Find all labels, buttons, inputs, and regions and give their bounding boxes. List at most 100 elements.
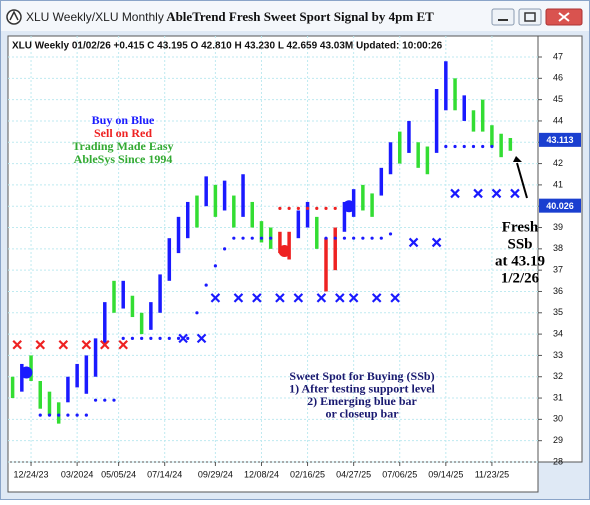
info-line: XLU Weekly 01/02/26 +0.415 C 43.195 O 42… [12, 41, 443, 52]
y-tick-label: 35 [553, 307, 563, 317]
y-tick-label: 37 [553, 265, 563, 275]
minimize-button[interactable] [491, 8, 515, 26]
legend-line: Trading Made Easy [72, 139, 173, 153]
stop-dot [342, 236, 347, 240]
signal-x [275, 293, 285, 303]
signal-x [371, 293, 382, 303]
x-tick-label: 07/14/24 [147, 469, 182, 479]
stop-dot [241, 236, 245, 240]
stop-dot [121, 336, 125, 340]
price-tag-label: 40.026 [546, 201, 574, 211]
callout-line: at 43.19 [495, 253, 545, 269]
signal-x [335, 293, 345, 303]
signal-x [431, 237, 442, 248]
stop-dot [158, 336, 162, 340]
maximize-button[interactable] [518, 8, 542, 26]
stop-dot [167, 336, 171, 340]
stop-dot [269, 236, 273, 240]
stop-dot [140, 336, 144, 340]
x-tick-label: 12/08/24 [244, 469, 279, 479]
y-tick-label: 31 [553, 392, 563, 402]
stop-dot [112, 398, 116, 402]
stop-dot [213, 264, 217, 268]
close-glyph [558, 12, 570, 22]
x-tick-label: 03/2024 [61, 469, 94, 479]
stop-dot [462, 144, 466, 149]
x-tick-label: 02/16/25 [290, 469, 325, 479]
stop-dot [176, 336, 181, 340]
signal-x [210, 293, 221, 303]
x-tick-label: 11/23/25 [475, 469, 509, 479]
y-tick-label: 30 [553, 414, 563, 424]
signal-circle [278, 244, 291, 257]
signal-x [316, 293, 327, 303]
signal-x [233, 293, 244, 303]
signal-x [35, 339, 46, 350]
stop-dot [84, 413, 88, 417]
stop-dot [186, 336, 190, 340]
stop-dot [232, 236, 236, 240]
signal-x [12, 339, 22, 350]
x-tick-label: 04/27/25 [336, 469, 371, 479]
y-tick-label: 38 [553, 243, 563, 253]
signal-x [348, 293, 359, 303]
y-tick-label: 39 [553, 222, 563, 232]
signal-circle [343, 200, 356, 213]
stop-dot [490, 144, 494, 149]
stop-dot [324, 206, 328, 210]
stop-dot [103, 398, 107, 402]
y-tick-label: 46 [553, 73, 563, 83]
stop-dot [296, 206, 300, 210]
callout-arrow [516, 162, 528, 199]
y-tick-label: 44 [553, 115, 563, 125]
y-tick-label: 28 [553, 456, 563, 466]
y-tick-label: 42 [553, 158, 563, 168]
signal-circle [20, 366, 33, 379]
x-tick-label: 05/05/24 [101, 469, 136, 479]
note-line: 1) After testing support level [289, 381, 435, 395]
time-axis-panel [7, 461, 539, 493]
x-tick-label: 07/06/25 [382, 469, 417, 479]
signal-x [390, 293, 400, 303]
signal-x [252, 293, 262, 303]
price-tag [539, 198, 581, 213]
price-tag-label: 43.113 [546, 135, 573, 145]
stop-dot [57, 413, 61, 417]
stop-dot [471, 144, 476, 149]
stop-dot [352, 236, 356, 240]
stop-dot [47, 413, 52, 417]
stop-dot [130, 336, 135, 340]
callout-line: 1/2/26 [501, 270, 540, 286]
signal-x [100, 339, 110, 350]
y-tick-label: 29 [553, 435, 563, 445]
callout-line: SSb [507, 236, 532, 252]
stop-dot [75, 413, 79, 417]
maximize-glyph [524, 12, 536, 22]
x-tick-label: 09/14/25 [428, 469, 463, 479]
stop-dot [333, 236, 337, 240]
y-tick-label: 41 [553, 179, 563, 189]
y-tick-label: 47 [553, 51, 563, 61]
window-caption: XLU Weekly/XLU Monthly [26, 10, 164, 24]
stop-dot [38, 413, 42, 417]
signal-x [81, 339, 92, 350]
signal-x [58, 339, 69, 350]
stop-dot [388, 232, 393, 236]
signal-x [510, 188, 520, 199]
stop-dot [195, 311, 199, 315]
stop-dot [66, 413, 70, 417]
signal-x [293, 293, 304, 303]
legend-line: AbleSys Since 1994 [74, 152, 173, 166]
stop-dot [149, 336, 153, 340]
stop-dot [370, 236, 374, 240]
signal-x [178, 333, 188, 344]
x-tick-label: 12/24/23 [14, 469, 49, 479]
signal-x [118, 339, 128, 350]
stop-dot [361, 236, 365, 240]
note-line: 2) Emerging blue bar [307, 394, 417, 408]
y-tick-label: 34 [553, 328, 563, 338]
x-tick-label: 09/29/24 [198, 469, 233, 479]
stop-dot [379, 236, 383, 240]
note-line: Sweet Spot for Buying (SSb) [289, 369, 434, 383]
